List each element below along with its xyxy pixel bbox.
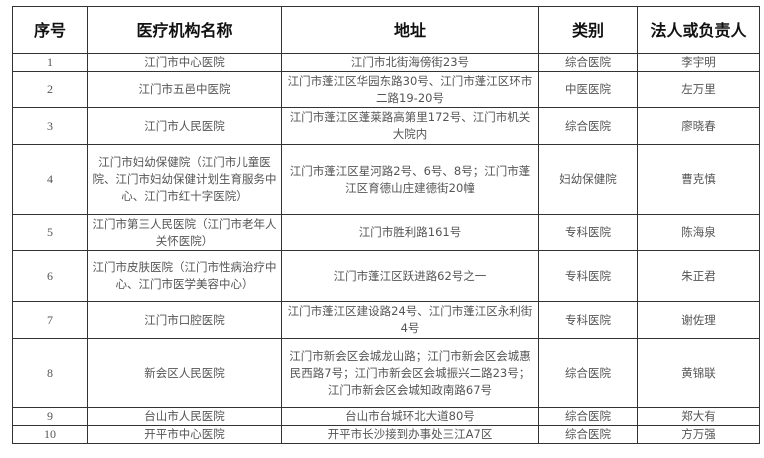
category-cell: 综合医院	[538, 425, 638, 444]
serial-number-cell: 5	[12, 214, 88, 251]
address-cell: 江门市新会区会城龙山路；江门市新会区会城惠民西路7号；江门市新会区会城振兴二路2…	[281, 338, 539, 408]
institution-name-cell: 江门市五邑中医院	[87, 71, 282, 108]
serial-number-cell: 10	[12, 425, 88, 444]
institution-name-cell: 新会区人民医院	[87, 338, 282, 408]
table-row: 6 江门市皮肤医院（江门市性病治疗中心、江门市医学美容中心） 江门市蓬江区跃进路62…	[12, 250, 760, 302]
address-cell: 江门市蓬江区华园东路30号、江门市蓬江区环市二路19-20号	[281, 71, 539, 108]
category-cell: 综合医院	[538, 407, 638, 426]
category-cell: 中医医院	[538, 71, 638, 108]
table-header-row: 序号 医疗机构名称 地址 类别 法人或负责人	[12, 6, 760, 54]
category-cell: 妇幼保健院	[538, 144, 638, 215]
address-cell: 江门市蓬江区星河路2号、6号、8号；江门市蓬江区育德山庄建德街20幢	[281, 144, 539, 215]
address-cell: 江门市蓬江区蓬莱路高第里172号、江门市机关大院内	[281, 107, 539, 145]
header-institution-name: 医疗机构名称	[87, 6, 282, 54]
medical-institutions-table: 序号 医疗机构名称 地址 类别 法人或负责人 1 江门市中心医院 江门市北街海傍街2…	[12, 6, 760, 444]
serial-number-cell: 7	[12, 301, 88, 339]
serial-number-cell: 9	[12, 407, 88, 426]
category-cell: 综合医院	[538, 53, 638, 72]
address-cell: 台山市台城环北大道80号	[281, 407, 539, 426]
institution-name-cell: 江门市第三人民医院（江门市老年人关怀医院）	[87, 214, 282, 251]
category-cell: 专科医院	[538, 250, 638, 302]
table-row: 7 江门市口腔医院 江门市蓬江区建设路24号、江门市蓬江区永利街4号 专科医院 谢佐理	[12, 301, 760, 339]
institution-name-cell: 江门市人民医院	[87, 107, 282, 145]
header-serial-number: 序号	[12, 6, 88, 54]
table-row: 5 江门市第三人民医院（江门市老年人关怀医院） 江门市胜利路161号 专科医院 陈海泉	[12, 214, 760, 251]
table-row: 9 台山市人民医院 台山市台城环北大道80号 综合医院 郑大有	[12, 407, 760, 426]
institution-name-cell: 江门市口腔医院	[87, 301, 282, 339]
legal-person-cell: 方万强	[637, 425, 760, 444]
legal-person-cell: 谢佐理	[637, 301, 760, 339]
category-cell: 综合医院	[538, 107, 638, 145]
serial-number-cell: 8	[12, 338, 88, 408]
institution-name-cell: 开平市中心医院	[87, 425, 282, 444]
legal-person-cell: 黄锦联	[637, 338, 760, 408]
institution-name-cell: 江门市妇幼保健院（江门市儿童医院、江门市妇幼保健计划生育服务中心、江门市红十字医…	[87, 144, 282, 215]
address-cell: 江门市胜利路161号	[281, 214, 539, 251]
legal-person-cell: 陈海泉	[637, 214, 760, 251]
legal-person-cell: 朱正君	[637, 250, 760, 302]
table-row: 4 江门市妇幼保健院（江门市儿童医院、江门市妇幼保健计划生育服务中心、江门市红十字…	[12, 144, 760, 215]
table-row: 10 开平市中心医院 开平市长沙接到办事处三江A7区 综合医院 方万强	[12, 425, 760, 444]
address-cell: 江门市蓬江区跃进路62号之一	[281, 250, 539, 302]
serial-number-cell: 1	[12, 53, 88, 72]
category-cell: 专科医院	[538, 214, 638, 251]
table-row: 8 新会区人民医院 江门市新会区会城龙山路；江门市新会区会城惠民西路7号；江门市新会…	[12, 338, 760, 408]
serial-number-cell: 6	[12, 250, 88, 302]
institution-name-cell: 台山市人民医院	[87, 407, 282, 426]
header-address: 地址	[281, 6, 539, 54]
institution-name-cell: 江门市中心医院	[87, 53, 282, 72]
legal-person-cell: 左万里	[637, 71, 760, 108]
legal-person-cell: 廖晓春	[637, 107, 760, 145]
category-cell: 综合医院	[538, 338, 638, 408]
header-legal-person: 法人或负责人	[637, 6, 760, 54]
address-cell: 开平市长沙接到办事处三江A7区	[281, 425, 539, 444]
institution-name-cell: 江门市皮肤医院（江门市性病治疗中心、江门市医学美容中心）	[87, 250, 282, 302]
table-row: 3 江门市人民医院 江门市蓬江区蓬莱路高第里172号、江门市机关大院内 综合医院 廖晓春	[12, 107, 760, 145]
legal-person-cell: 郑大有	[637, 407, 760, 426]
table-row: 2 江门市五邑中医院 江门市蓬江区华园东路30号、江门市蓬江区环市二路19-20号中…	[12, 71, 760, 108]
header-category: 类别	[538, 6, 638, 54]
address-cell: 江门市蓬江区建设路24号、江门市蓬江区永利街4号	[281, 301, 539, 339]
legal-person-cell: 李宇明	[637, 53, 760, 72]
table-row: 1 江门市中心医院 江门市北街海傍街23号 综合医院 李宇明	[12, 53, 760, 72]
serial-number-cell: 2	[12, 71, 88, 108]
serial-number-cell: 3	[12, 107, 88, 145]
category-cell: 专科医院	[538, 301, 638, 339]
legal-person-cell: 曹克慎	[637, 144, 760, 215]
address-cell: 江门市北街海傍街23号	[281, 53, 539, 72]
serial-number-cell: 4	[12, 144, 88, 215]
